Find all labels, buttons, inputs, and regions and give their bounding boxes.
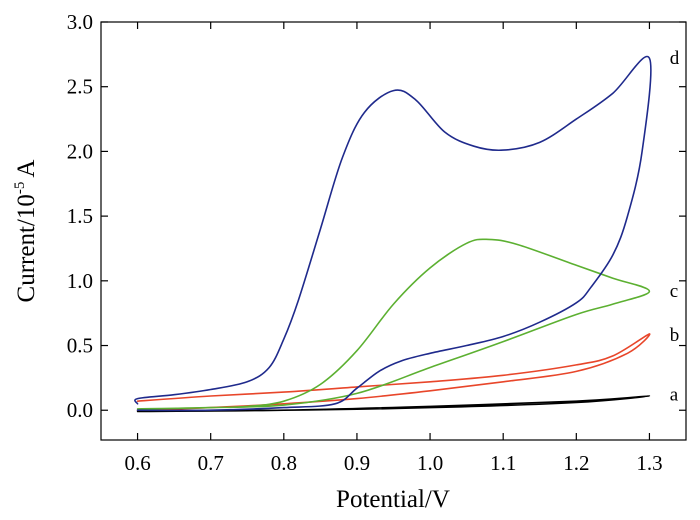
y-tick-label: 2.5: [67, 75, 93, 99]
x-tick-label: 1.3: [636, 451, 662, 475]
x-tick-label: 1.2: [563, 451, 589, 475]
curve-label-b: b: [670, 325, 680, 346]
y-tick-label: 0.5: [67, 334, 93, 358]
y-axis-title-exponent: -5: [12, 182, 28, 195]
series-line-a: [136, 395, 651, 413]
curve-labels: a b c d: [670, 48, 680, 405]
curve-label-a: a: [670, 385, 679, 406]
x-tick-label: 0.6: [124, 451, 150, 475]
x-tick-label: 0.7: [198, 451, 224, 475]
x-axis-title: Potential/V: [336, 486, 450, 513]
series-line-d: [134, 55, 652, 412]
y-tick-label: 3.0: [67, 10, 93, 34]
y-axis-title-prefix: Current/10: [13, 194, 40, 302]
series-layer: [134, 55, 652, 413]
y-tick-label: 2.0: [67, 139, 93, 163]
series-line-b: [136, 333, 651, 411]
x-tick-label: 1.1: [490, 451, 516, 475]
y-tick-label: 0.0: [67, 398, 93, 422]
series-line-c: [136, 238, 651, 410]
x-tick-label: 0.8: [271, 451, 297, 475]
curve-label-c: c: [670, 281, 678, 302]
y-tick-label: 1.5: [67, 204, 93, 228]
curve-label-d: d: [670, 48, 680, 69]
plot-frame: [100, 21, 687, 441]
y-axis-title-unit: A: [13, 160, 40, 178]
y-tick-label: 1.0: [67, 269, 93, 293]
y-axis-title: Current/10-5 A: [12, 160, 40, 303]
y-axis: 0.0 0.5 1.0 1.5 2.0 2.5 3.0: [67, 10, 686, 422]
x-tick-label: 1.0: [417, 451, 443, 475]
x-axis: 0.6 0.7 0.8 0.9 1.0 1.1 1.2 1.3: [124, 22, 663, 475]
x-tick-label: 0.9: [344, 451, 370, 475]
